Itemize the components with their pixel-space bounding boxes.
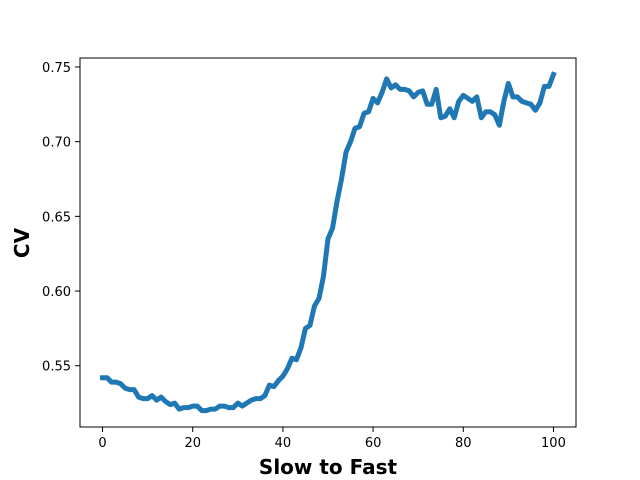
x-tick-label: 0 <box>98 436 106 451</box>
y-tick-label: 0.75 <box>42 61 71 76</box>
series-line-0 <box>100 71 557 414</box>
y-tick-label: 0.65 <box>42 210 71 225</box>
plot-area <box>100 71 557 414</box>
x-axis-label: Slow to Fast <box>259 455 398 479</box>
x-tick-label: 60 <box>365 436 382 451</box>
y-axis-label: CV <box>10 227 34 258</box>
x-tick-label: 80 <box>455 436 472 451</box>
y-tick-label: 0.60 <box>42 285 71 300</box>
x-tick-label: 40 <box>275 436 292 451</box>
y-tick-label: 0.70 <box>42 136 71 151</box>
x-tick-label: 100 <box>541 436 566 451</box>
axes-frame <box>79 57 577 428</box>
x-tick-label: 20 <box>184 436 201 451</box>
y-tick-label: 0.55 <box>42 360 71 375</box>
x-axis-ticks: 0 20 40 60 80 100 <box>98 427 566 451</box>
y-axis-ticks: 0.55 0.60 0.65 0.70 0.75 <box>42 61 80 375</box>
